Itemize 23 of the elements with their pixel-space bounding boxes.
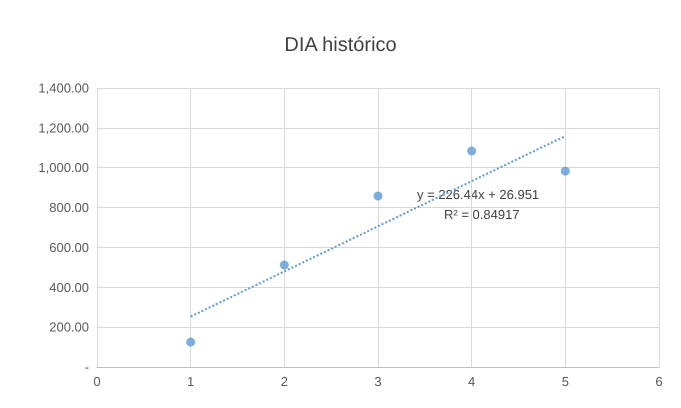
y-tick-label: -: [84, 360, 89, 374]
chart-title: DIA histórico: [284, 34, 397, 56]
y-tick-label: 200.00: [49, 320, 89, 335]
y-tick-label: 800.00: [49, 200, 89, 216]
point: [467, 146, 476, 156]
x-tick-label: 6: [655, 374, 663, 389]
y-tick-label: 600.00: [49, 240, 89, 255]
x-tick-label: 1: [187, 374, 194, 389]
annotation: y = 226.44x + 26.951: [417, 187, 540, 202]
x-tick-label: 2: [280, 374, 288, 389]
point: [374, 192, 382, 201]
y-tick-label: 1,200.00: [38, 120, 89, 136]
point: [280, 260, 289, 270]
annotation: R² = 0.84917: [444, 207, 520, 222]
x-tick-label: 3: [374, 374, 382, 389]
y-tick-label: 1,400.00: [38, 80, 89, 96]
point: [560, 166, 570, 176]
x-tick-label: 0: [93, 374, 101, 389]
x-tick-label: 5: [562, 374, 569, 389]
y-tick-label: 400.00: [49, 280, 89, 295]
x-tick-label: 4: [468, 374, 476, 389]
point: [186, 338, 196, 347]
y-tick-label: 1,000.00: [38, 160, 89, 176]
